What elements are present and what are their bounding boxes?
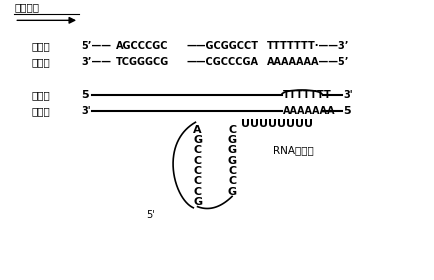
Text: G: G (227, 145, 237, 155)
Text: ——CGCCCGA: ——CGCCCGA (187, 57, 259, 67)
Text: 模板链: 模板链 (32, 57, 50, 67)
Text: 3': 3' (81, 106, 91, 116)
Text: G: G (227, 156, 237, 166)
Text: ——GCGGCCT: ——GCGGCCT (187, 41, 259, 51)
Text: C: C (194, 156, 202, 166)
Text: 5: 5 (81, 90, 89, 100)
Text: AAAAAAA——5’: AAAAAAA——5’ (266, 57, 349, 67)
Text: A: A (193, 125, 202, 135)
Text: RNA转录本: RNA转录本 (273, 145, 314, 155)
Text: 5’——: 5’—— (81, 41, 111, 51)
Text: G: G (193, 135, 202, 145)
Text: 转录方向: 转录方向 (14, 2, 39, 12)
Text: AAAAAAA: AAAAAAA (283, 106, 335, 116)
Text: 编码链: 编码链 (32, 90, 50, 100)
Text: C: C (228, 166, 236, 176)
Text: TTTTTTT: TTTTTTT (283, 90, 331, 100)
Text: 编码链: 编码链 (32, 41, 50, 51)
Text: C: C (228, 125, 236, 135)
Text: UUUUUUUU: UUUUUUUU (241, 119, 313, 129)
Text: 3': 3' (343, 90, 352, 100)
Text: C: C (194, 186, 202, 197)
Text: C: C (194, 145, 202, 155)
Text: TTTTTTT·——3’: TTTTTTT·——3’ (266, 41, 349, 51)
Text: TCGGGCG: TCGGGCG (116, 57, 169, 67)
Text: G: G (193, 197, 202, 207)
Text: G: G (227, 186, 237, 197)
Text: 3’——: 3’—— (81, 57, 111, 67)
Text: G: G (227, 135, 237, 145)
Text: 模板链: 模板链 (32, 106, 50, 116)
Text: C: C (228, 176, 236, 186)
Text: 5': 5' (146, 210, 155, 220)
Text: AGCCCGC: AGCCCGC (116, 41, 168, 51)
Text: C: C (194, 176, 202, 186)
Text: 5: 5 (343, 106, 351, 116)
Text: C: C (194, 166, 202, 176)
